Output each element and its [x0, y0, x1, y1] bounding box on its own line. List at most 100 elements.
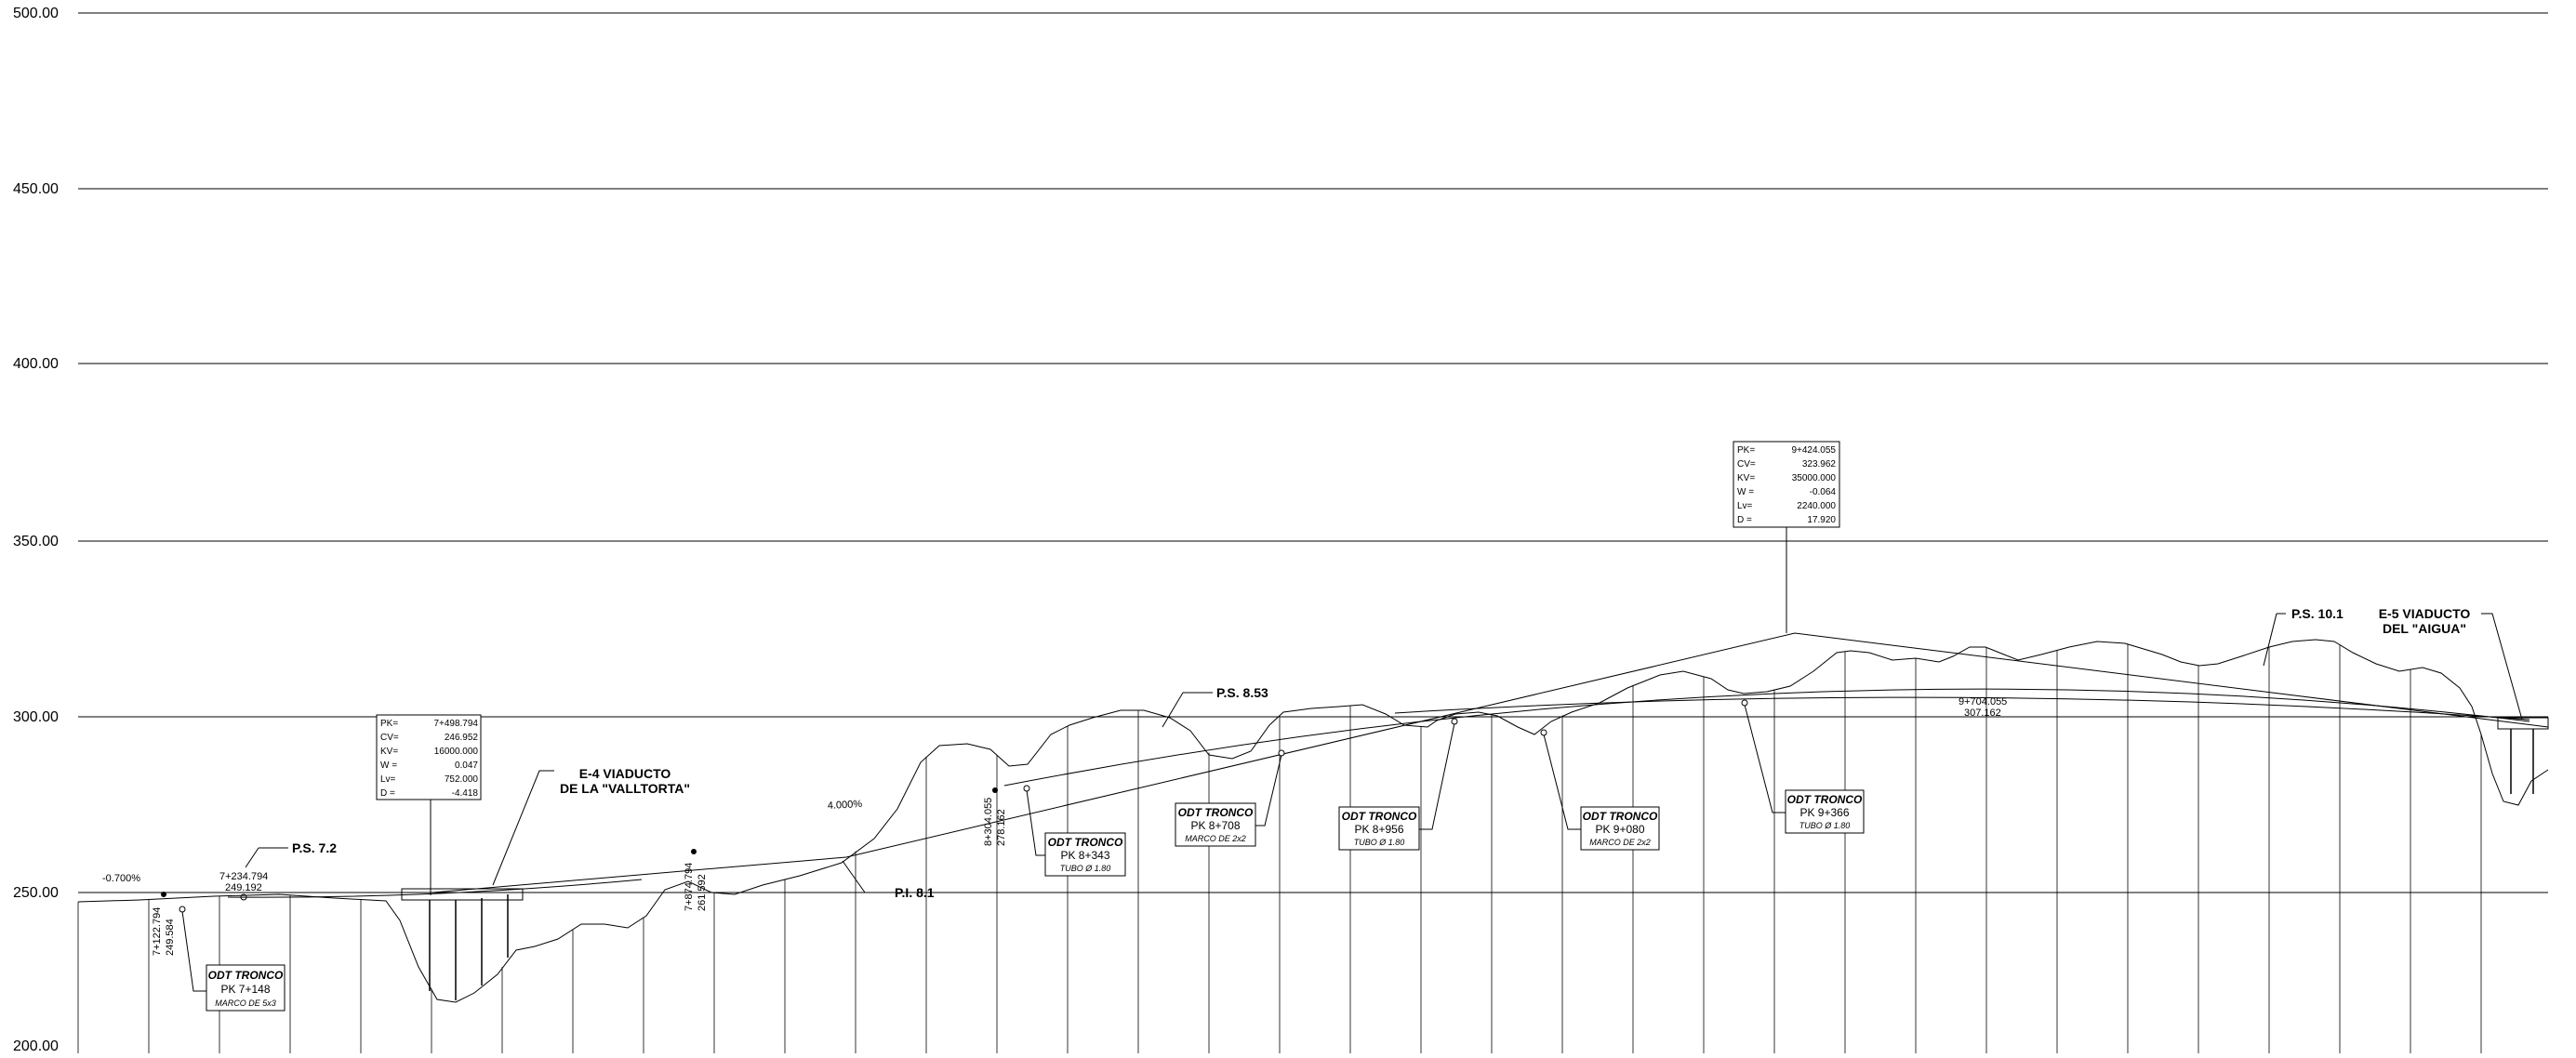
station-elev-7234: 249.192	[225, 882, 262, 893]
odt-7148-frame	[206, 964, 285, 1012]
pi81-leader-b	[842, 860, 866, 893]
odt-box-8708: ODT TRONCO PK 8+708 MARCO DE 2x2	[1175, 749, 1285, 847]
ct1-key-1: CV=	[380, 733, 399, 743]
e4-leader	[492, 770, 554, 886]
station-marker-7874	[691, 849, 697, 854]
station-marker-7234	[240, 893, 247, 901]
curve-table-1-frame	[376, 714, 482, 800]
ct2-key-0: PK=	[1737, 445, 1755, 456]
viaduct-e5: E-5 VIADUCTO DEL "AIGUA"	[2379, 606, 2549, 794]
ps72-leader-b	[245, 847, 259, 868]
station-pk-7874: 7+874.794	[684, 863, 695, 911]
ct2-key-2: KV=	[1737, 473, 1755, 483]
ps72-label: P.S. 7.2	[292, 840, 337, 855]
odt-8708-marker	[1278, 749, 1285, 757]
elev-label-500: 500.00	[13, 6, 59, 21]
elev-label-450: 450.00	[13, 181, 59, 197]
station-pk-7234: 7+234.794	[219, 871, 268, 882]
odt-9080-marker	[1540, 729, 1547, 736]
e5-leader	[2481, 613, 2523, 721]
grade-label-middle: 4.000%	[828, 799, 863, 812]
odt-8708-sub: MARCO DE 2x2	[1185, 834, 1246, 843]
odt-9366-marker	[1741, 699, 1748, 707]
odt-9366-frame	[1785, 789, 1865, 834]
station-marker-7122	[161, 892, 166, 897]
ps853-label: P.S. 8.53	[1216, 685, 1268, 700]
odt-9366-leader	[1744, 704, 1786, 813]
curve-table-2-frame	[1733, 441, 1840, 528]
station-annotations: 7+234.794 249.192 7+122.794 249.584 7+87…	[152, 696, 2007, 956]
odt-8343-frame	[1044, 832, 1126, 877]
ct1-val-5: -4.418	[452, 788, 479, 799]
tangent-lines	[78, 632, 2549, 893]
ct1-val-4: 752.000	[445, 774, 479, 785]
ct1-val-0: 7+498.794	[433, 719, 478, 729]
odt-8343-sub: TUBO Ø 1.80	[1060, 864, 1111, 873]
grade-label-left: -0.700%	[102, 873, 140, 884]
odt-9080-title: ODT TRONCO	[1583, 810, 1658, 823]
e4-deck	[401, 888, 524, 901]
station-pk-8304: 8+304.055	[983, 798, 994, 846]
odt-8343-title: ODT TRONCO	[1048, 836, 1123, 849]
curve-table-2: PK= 9+424.055 CV= 323.962 KV= 35000.000 …	[1733, 441, 1840, 633]
ct2-key-1: CV=	[1737, 459, 1756, 469]
elevation-labels: 500.00 450.00 400.00 350.00 300.00 250.0…	[13, 6, 59, 1054]
station-pk-7122: 7+122.794	[152, 907, 163, 956]
odt-8956-leader	[1419, 722, 1455, 830]
odt-8343-pk: PK 8+343	[1060, 849, 1109, 862]
e4-label-line1: E-4 VIADUCTO	[579, 766, 671, 781]
odt-8708-title: ODT TRONCO	[1178, 806, 1254, 819]
ps853-leader-b	[1162, 692, 1184, 728]
pi81-label: P.I. 8.1	[895, 885, 935, 900]
odt-9366-pk: PK 9+366	[1799, 806, 1849, 819]
ct2-val-0: 9+424.055	[1791, 445, 1836, 456]
e5-label-line1: E-5 VIADUCTO	[2379, 606, 2471, 621]
station-elev-7122: 249.584	[165, 919, 176, 956]
point-labels: P.S. 7.2 P.I. 8.1 P.S. 8.53 P.S. 10.1	[245, 606, 2344, 900]
ct1-val-1: 246.952	[445, 733, 479, 743]
odt-7148-sub: MARCO DE 5x3	[215, 998, 276, 1008]
elev-label-400: 400.00	[13, 356, 59, 372]
ct1-val-2: 16000.000	[434, 747, 479, 757]
station-vertical-lines	[77, 644, 2482, 1053]
ct1-key-5: D =	[380, 788, 395, 799]
odt-9080-pk: PK 9+080	[1595, 823, 1644, 836]
ct2-val-3: -0.064	[1810, 487, 1837, 497]
odt-9080-leader	[1543, 734, 1581, 830]
odt-8708-leader	[1255, 754, 1282, 827]
odt-9080-sub: MARCO DE 2x2	[1589, 838, 1651, 847]
odt-7148-title: ODT TRONCO	[208, 969, 284, 982]
odt-8708-frame	[1175, 802, 1256, 847]
odt-9080-frame	[1580, 806, 1660, 851]
ct2-val-2: 35000.000	[1792, 473, 1837, 483]
station-elev-9704: 307.162	[1964, 708, 2001, 719]
e4-label-line2: DE LA "VALLTORTA"	[560, 781, 690, 796]
ct1-val-3: 0.047	[455, 760, 478, 771]
ct2-val-4: 2240.000	[1797, 501, 1836, 511]
odt-8343-leader	[1026, 789, 1045, 856]
terrain-profile-line	[77, 639, 2549, 1003]
viaduct-e4: E-4 VIADUCTO DE LA "VALLTORTA"	[401, 766, 690, 1000]
odt-box-8956: ODT TRONCO PK 8+956 TUBO Ø 1.80	[1338, 718, 1458, 851]
vertical-curve-2	[1003, 688, 2530, 787]
odt-8708-pk: PK 8+708	[1190, 819, 1240, 832]
odt-8956-title: ODT TRONCO	[1342, 810, 1417, 823]
ps101-label: P.S. 10.1	[2291, 606, 2344, 621]
ct1-key-2: KV=	[380, 747, 398, 757]
elev-label-350: 350.00	[13, 534, 59, 549]
odt-9366-sub: TUBO Ø 1.80	[1799, 821, 1851, 830]
station-elev-8304: 278.162	[996, 809, 1007, 846]
odt-box-9080: ODT TRONCO PK 9+080 MARCO DE 2x2	[1540, 729, 1660, 851]
ct2-val-5: 17.920	[1807, 515, 1836, 525]
ps101-leader-b	[2263, 613, 2277, 667]
odt-8343-marker	[1023, 785, 1030, 792]
ct2-key-5: D =	[1737, 515, 1752, 525]
elev-label-300: 300.00	[13, 709, 59, 725]
vertical-curve-2-upper	[1394, 696, 2530, 721]
odt-8956-sub: TUBO Ø 1.80	[1354, 838, 1405, 847]
elevation-grid	[78, 12, 2548, 893]
e5-deck	[2497, 717, 2549, 730]
elev-label-250: 250.00	[13, 885, 59, 901]
